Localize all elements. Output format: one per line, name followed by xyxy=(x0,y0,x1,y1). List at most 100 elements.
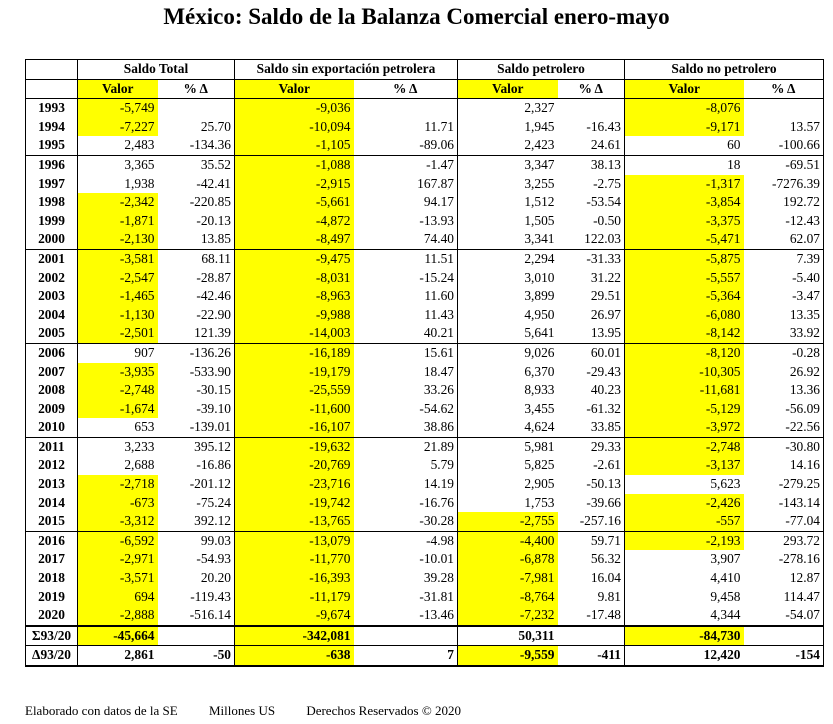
table-row: 2019 694 -119.43 -11,179 -31.81 -8,764 9.81 9,4… xyxy=(25,587,824,607)
value-cell: -11,600 xyxy=(234,399,354,419)
pct-change-cell: -61.32 xyxy=(557,399,625,419)
table-row: 2004 -1,130 -22.90 -9,988 11.43 4,950 26.97 -6,… xyxy=(25,305,824,325)
value-cell: 4,410 xyxy=(710,570,741,586)
value-cell: 2,905 xyxy=(524,476,555,492)
value-cell: -19,742 xyxy=(234,493,354,513)
table-row: 2002 -2,547 -28.87 -8,031 -15.24 3,010 31.22 -5… xyxy=(25,268,824,288)
table-row: 2018 -3,571 20.20 -16,393 39.28 -7,981 16.04 4,… xyxy=(25,569,824,588)
pct-change-cell: 74.40 xyxy=(353,230,458,250)
row-label: 2020 xyxy=(25,606,78,626)
value-cell: 3,010 xyxy=(524,269,555,285)
value-cell: -1,130 xyxy=(77,305,158,325)
value-cell: -5,749 xyxy=(77,98,158,118)
pct-change-cell: 13.95 xyxy=(557,324,625,344)
subheader-valor: Valor xyxy=(457,78,558,99)
value-cell: -2,748 xyxy=(77,381,158,400)
row-label: 2018 xyxy=(25,569,78,588)
value-cell: -10,094 xyxy=(234,117,354,137)
table-row: 1996 3,365 35.52 -1,088 -1.47 3,347 38.13 18 -69… xyxy=(25,154,824,175)
value-cell: 9,026 xyxy=(457,342,558,363)
pct-change-cell: 7 xyxy=(353,645,458,668)
row-label: Δ93/20 xyxy=(25,645,78,668)
pct-change-cell: 21.89 xyxy=(353,436,458,457)
pct-change-cell: 11.71 xyxy=(353,117,458,137)
value-cell: -2,915 xyxy=(234,174,354,194)
row-label: 2001 xyxy=(25,248,78,269)
row-label: 1995 xyxy=(25,136,78,156)
value-cell: -13,079 xyxy=(234,530,354,551)
pct-change-cell: -143.14 xyxy=(743,493,824,513)
row-label: 1998 xyxy=(25,193,78,212)
value-cell: -4,400 xyxy=(457,530,558,551)
row-label: 2017 xyxy=(25,550,78,570)
value-cell: -342,081 xyxy=(234,624,354,646)
pct-change-cell: -22.56 xyxy=(743,418,824,438)
pct-change-cell: 293.72 xyxy=(743,530,824,551)
value-cell: -19,179 xyxy=(234,362,354,382)
footer-source: Elaborado con datos de la SE xyxy=(25,703,178,718)
row-label: 2009 xyxy=(25,399,78,419)
delta-row: Δ93/20 2,861 -50 -638 7 -9,559 -411 12,420 -154 xyxy=(25,645,824,668)
value-cell: -2,501 xyxy=(77,324,158,344)
pct-change-cell: -42.41 xyxy=(157,174,235,194)
value-cell: -16,107 xyxy=(234,418,354,438)
value-cell: -4,872 xyxy=(234,211,354,231)
pct-change-cell: 9.81 xyxy=(557,587,625,607)
pct-change-cell: -15.24 xyxy=(353,268,458,288)
value-cell: -2,193 xyxy=(624,530,744,551)
value-cell: 3,899 xyxy=(524,288,555,304)
pct-change-cell: 11.51 xyxy=(353,248,458,269)
value-cell: -2,342 xyxy=(77,193,158,212)
value-cell: 5,981 xyxy=(457,436,558,457)
table-body: Saldo Total Saldo sin exportación petrol… xyxy=(25,59,824,668)
group-header-saldo-no-petrolero: Saldo no petrolero xyxy=(624,59,824,80)
row-label: 1996 xyxy=(25,154,78,175)
value-cell: 5,641 xyxy=(524,325,555,341)
pct-change-cell: 192.72 xyxy=(743,193,824,212)
pct-change-cell: -5.40 xyxy=(743,268,824,288)
value-cell: 4,950 xyxy=(524,306,555,322)
table-row: 1995 2,483 -134.36 -1,105 -89.06 2,423 24.61 60… xyxy=(25,136,824,156)
table-row: 2016 -6,592 99.03 -13,079 -4.98 -4,400 59.71 -2… xyxy=(25,530,824,551)
value-cell: -3,972 xyxy=(624,418,744,438)
value-cell: 2,861 xyxy=(77,645,158,668)
value-cell: -7,227 xyxy=(77,117,158,137)
value-cell: -5,129 xyxy=(624,399,744,419)
value-cell: -9,559 xyxy=(457,645,558,668)
pct-change-cell: -154 xyxy=(743,645,824,668)
subheader-pct: % Δ xyxy=(157,78,235,99)
subheader-valor: Valor xyxy=(234,78,354,99)
pct-change-cell: 40.23 xyxy=(557,381,625,400)
pct-change-cell: 33.85 xyxy=(557,418,625,438)
pct-change-cell: 11.60 xyxy=(353,287,458,306)
value-cell: 3,233 xyxy=(77,436,158,457)
value-cell: -3,312 xyxy=(77,512,158,532)
group-header-saldo-petrolero: Saldo petrolero xyxy=(457,59,625,80)
value-cell: 50,311 xyxy=(457,624,558,646)
value-cell: -1,105 xyxy=(234,136,354,156)
pct-change-cell: -50.13 xyxy=(557,475,625,494)
value-cell: 4,344 xyxy=(710,607,741,623)
value-cell: 1,512 xyxy=(524,194,555,210)
value-cell: 3,365 xyxy=(77,154,158,175)
pct-change-cell: -42.46 xyxy=(157,287,235,306)
pct-change-cell: -411 xyxy=(557,645,625,668)
row-label: 2015 xyxy=(25,512,78,532)
pct-change-cell xyxy=(743,624,824,646)
value-cell: -5,471 xyxy=(624,230,744,250)
pct-change-cell: -30.15 xyxy=(157,381,235,400)
value-cell: -2,718 xyxy=(77,475,158,494)
pct-change-cell: 20.20 xyxy=(157,569,235,588)
value-cell: 4,624 xyxy=(524,419,555,435)
pct-change-cell: 29.33 xyxy=(557,436,625,457)
pct-change-cell: -119.43 xyxy=(157,587,235,607)
table-row: 1999 -1,871 -20.13 -4,872 -13.93 1,505 -0.50 -3… xyxy=(25,211,824,231)
pct-change-cell: 122.03 xyxy=(557,230,625,250)
value-cell: -14,003 xyxy=(234,324,354,344)
pct-change-cell xyxy=(353,624,458,646)
pct-change-cell: -31.81 xyxy=(353,587,458,607)
pct-change-cell: -20.13 xyxy=(157,211,235,231)
value-cell: -8,963 xyxy=(234,287,354,306)
value-cell: -5,364 xyxy=(624,287,744,306)
pct-change-cell: 121.39 xyxy=(157,324,235,344)
